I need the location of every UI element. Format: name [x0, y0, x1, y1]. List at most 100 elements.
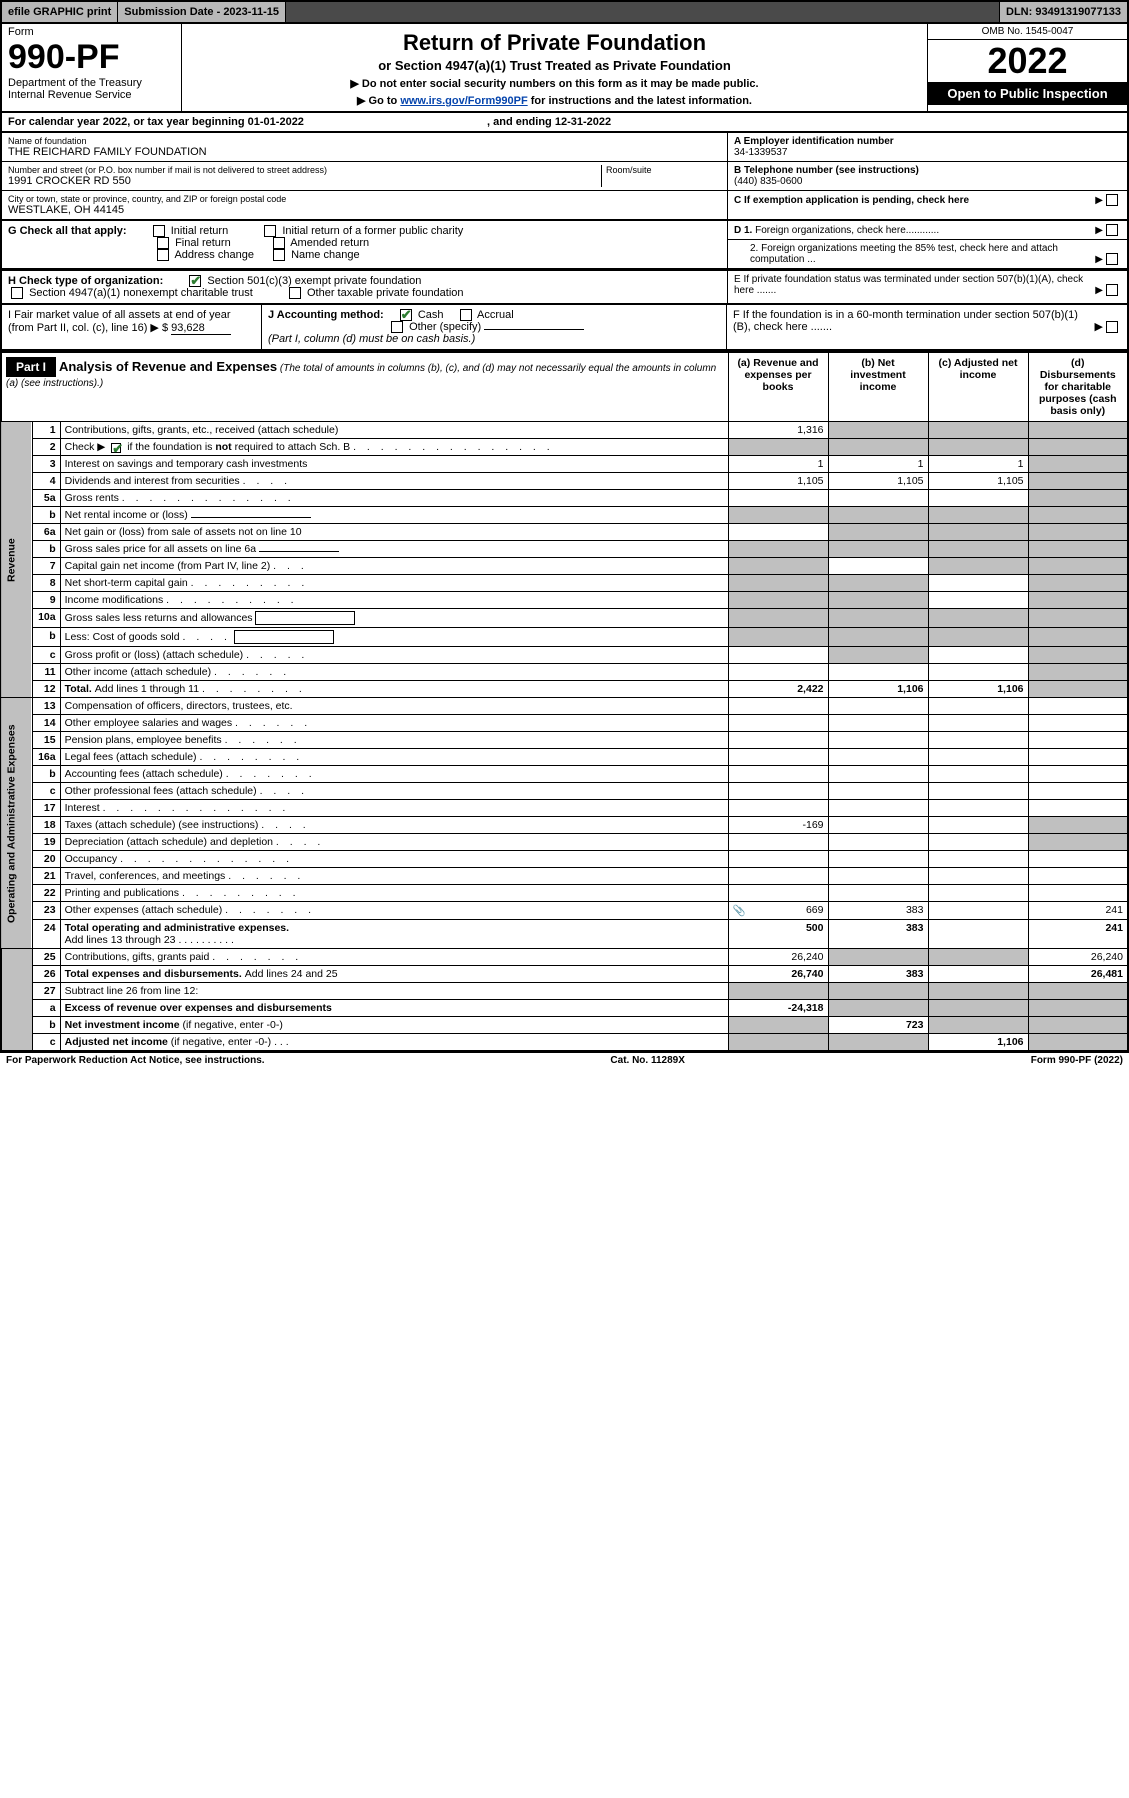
row-desc: Total operating and administrative expen… — [60, 920, 728, 949]
top-bar: efile GRAPHIC print Submission Date - 20… — [0, 0, 1129, 24]
row-desc: Depreciation (attach schedule) and deple… — [60, 834, 728, 851]
open-inspection: Open to Public Inspection — [928, 82, 1127, 105]
ein-value: 34-1339537 — [734, 147, 1121, 158]
part1-title: Analysis of Revenue and Expenses — [59, 359, 277, 374]
h-other-cb[interactable] — [289, 287, 301, 299]
cell-d: 241 — [1028, 902, 1128, 920]
cell-c — [928, 490, 1028, 507]
h-501c3-cb[interactable] — [189, 275, 201, 287]
table-row: 21Travel, conferences, and meetings . . … — [1, 868, 1128, 885]
form-subtitle: or Section 4947(a)(1) Trust Treated as P… — [186, 58, 923, 73]
table-row: 19Depreciation (attach schedule) and dep… — [1, 834, 1128, 851]
phone-value: (440) 835-0600 — [734, 176, 1121, 187]
cell-b — [828, 949, 928, 966]
j-note: (Part I, column (d) must be on cash basi… — [268, 333, 475, 345]
cell-b — [828, 575, 928, 592]
initial-public-cb[interactable] — [264, 225, 276, 237]
table-row: 5aGross rents . . . . . . . . . . . . . — [1, 490, 1128, 507]
form-title: Return of Private Foundation — [186, 30, 923, 56]
cell-c: 1,105 — [928, 473, 1028, 490]
name-change-cb[interactable] — [273, 249, 285, 261]
other-method-cb[interactable] — [391, 321, 403, 333]
table-row: aExcess of revenue over expenses and dis… — [1, 1000, 1128, 1017]
cell-c — [928, 592, 1028, 609]
g-opt-1: Final return — [175, 237, 231, 249]
cell-d — [1028, 732, 1128, 749]
cell-a: 1 — [728, 456, 828, 473]
row-num: 18 — [32, 817, 60, 834]
info-grid: Name of foundation THE REICHARD FAMILY F… — [0, 133, 1129, 221]
table-row: 23Other expenses (attach schedule) . . .… — [1, 902, 1128, 920]
cell-d — [1028, 558, 1128, 575]
e-cb[interactable] — [1106, 284, 1118, 296]
cell-b: 383 — [828, 966, 928, 983]
irs-label: Internal Revenue Service — [8, 89, 175, 101]
final-return-cb[interactable] — [157, 237, 169, 249]
table-row: 20Occupancy . . . . . . . . . . . . . — [1, 851, 1128, 868]
table-row: 24Total operating and administrative exp… — [1, 920, 1128, 949]
row-num: 4 — [32, 473, 60, 490]
cell-a — [728, 647, 828, 664]
cell-d — [1028, 541, 1128, 558]
row-desc: Net rental income or (loss) — [60, 507, 728, 524]
amended-cb[interactable] — [273, 237, 285, 249]
part1-header: Part I — [6, 357, 56, 377]
d2-cb[interactable] — [1106, 253, 1118, 265]
addr-change-cb[interactable] — [157, 249, 169, 261]
cell-c — [928, 920, 1028, 949]
sch-b-cb[interactable] — [111, 443, 121, 453]
col-a-header: (a) Revenue and expenses per books — [728, 352, 828, 422]
f-box: F If the foundation is in a 60-month ter… — [727, 305, 1127, 349]
cell-a — [728, 834, 828, 851]
section-h-e: H Check type of organization: Section 50… — [0, 270, 1129, 305]
h-opt1: Section 501(c)(3) exempt private foundat… — [207, 275, 421, 287]
g-opt-5: Name change — [291, 249, 360, 261]
row-num: 8 — [32, 575, 60, 592]
f-cb[interactable] — [1106, 321, 1118, 333]
table-row: cAdjusted net income (if negative, enter… — [1, 1034, 1128, 1052]
row-desc: Net gain or (loss) from sale of assets n… — [60, 524, 728, 541]
h-opt3: Other taxable private foundation — [307, 287, 464, 299]
row-num: 6a — [32, 524, 60, 541]
cell-d: 26,481 — [1028, 966, 1128, 983]
row-desc: Contributions, gifts, grants paid . . . … — [60, 949, 728, 966]
accrual-cb[interactable] — [460, 309, 472, 321]
cell-b — [828, 609, 928, 628]
table-row: 22Printing and publications . . . . . . … — [1, 885, 1128, 902]
cell-b — [828, 558, 928, 575]
row-desc: Contributions, gifts, grants, etc., rece… — [60, 422, 728, 439]
note2-post: for instructions and the latest informat… — [528, 95, 752, 107]
cash-cb[interactable] — [400, 309, 412, 321]
efile-print-label[interactable]: efile GRAPHIC print — [2, 2, 118, 22]
cell-c — [928, 541, 1028, 558]
city-value: WESTLAKE, OH 44145 — [8, 204, 721, 216]
g-label: G Check all that apply: — [8, 225, 127, 237]
table-row: cGross profit or (loss) (attach schedule… — [1, 647, 1128, 664]
cell-c: 1,106 — [928, 1034, 1028, 1052]
cell-b — [828, 422, 928, 439]
dept-label: Department of the Treasury — [8, 77, 175, 89]
c-checkbox[interactable] — [1106, 194, 1118, 206]
table-row: 6aNet gain or (loss) from sale of assets… — [1, 524, 1128, 541]
row-num: 16a — [32, 749, 60, 766]
d1-cb[interactable] — [1106, 224, 1118, 236]
table-row: bAccounting fees (attach schedule) . . .… — [1, 766, 1128, 783]
g-box: G Check all that apply: Initial return I… — [2, 221, 727, 268]
cell-d — [1028, 834, 1128, 851]
col-b-header: (b) Net investment income — [828, 352, 928, 422]
other-method-field[interactable] — [484, 329, 584, 330]
cell-b — [828, 868, 928, 885]
cell-a — [728, 1017, 828, 1034]
initial-return-cb[interactable] — [153, 225, 165, 237]
h-4947-cb[interactable] — [11, 287, 23, 299]
irs-link[interactable]: www.irs.gov/Form990PF — [400, 95, 527, 107]
cell-a: -24,318 — [728, 1000, 828, 1017]
part1-table: Part I Analysis of Revenue and Expenses … — [0, 351, 1129, 1052]
j-opt2: Accrual — [477, 309, 514, 321]
cell-b — [828, 817, 928, 834]
table-row: 9Income modifications . . . . . . . . . … — [1, 592, 1128, 609]
form-number: 990-PF — [8, 38, 175, 77]
cell-d — [1028, 524, 1128, 541]
cell-a — [728, 800, 828, 817]
attach-icon[interactable]: 📎 — [733, 904, 746, 917]
